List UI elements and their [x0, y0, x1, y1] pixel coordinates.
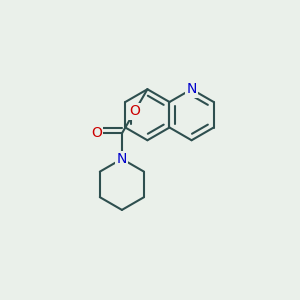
Text: N: N	[117, 152, 127, 166]
Text: N: N	[186, 82, 197, 96]
Text: O: O	[129, 104, 140, 118]
Text: O: O	[91, 126, 102, 140]
